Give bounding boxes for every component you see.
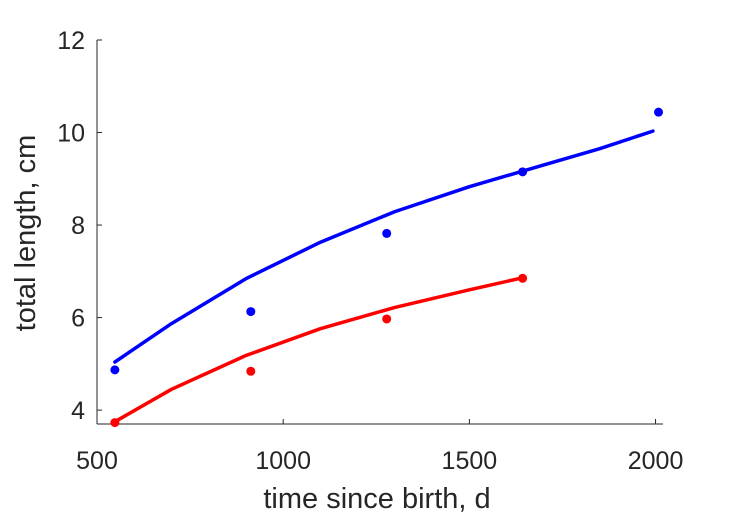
fit-line	[113, 129, 655, 364]
data-point	[518, 273, 528, 283]
y-tick-label: 4	[71, 397, 85, 425]
x-tick-label: 2000	[628, 447, 684, 475]
y-tick-label: 8	[71, 212, 85, 240]
fit-line	[113, 276, 525, 424]
data-point	[518, 167, 528, 177]
data-point	[654, 107, 664, 117]
y-tick-label: 10	[57, 120, 85, 148]
data-point	[382, 314, 392, 324]
axes: 4 6 8 10 12 500 1000 1500 2000	[57, 27, 683, 475]
x-tick-label: 1000	[255, 447, 311, 475]
series-2	[110, 273, 528, 428]
data-point	[110, 418, 120, 428]
x-axis-label: time since birth, d	[263, 483, 490, 515]
y-axis-label: total length, cm	[10, 135, 42, 332]
data-point	[110, 365, 120, 375]
data-point	[382, 228, 392, 238]
data-point	[246, 307, 256, 317]
series-layer	[110, 107, 664, 428]
data-point	[246, 366, 256, 376]
y-tick-label: 6	[71, 305, 85, 333]
x-tick-label: 1500	[442, 447, 498, 475]
series-1	[110, 107, 664, 375]
y-tick-label: 12	[57, 27, 85, 55]
x-tick-label: 500	[76, 447, 118, 475]
